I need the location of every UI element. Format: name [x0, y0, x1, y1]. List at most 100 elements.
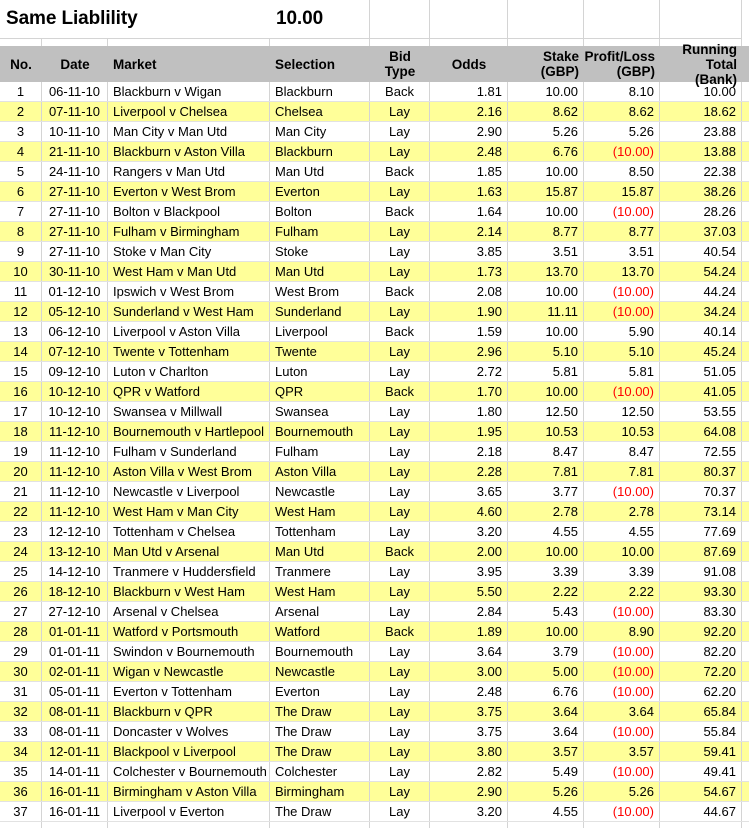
cell-odds[interactable]: 2.84 [430, 602, 508, 621]
cell-market[interactable]: Blackburn v QPR [108, 702, 270, 721]
table-row[interactable]: 18 11-12-10 Bournemouth v Hartlepool Bourne… [0, 422, 749, 442]
cell-stake[interactable]: 10.00 [508, 622, 584, 641]
cell-bid-type[interactable]: Back [370, 82, 430, 101]
cell-no[interactable]: 6 [0, 182, 42, 201]
cell-profit-loss[interactable]: 8.90 [584, 622, 660, 641]
cell-selection[interactable]: West Brom [270, 282, 370, 301]
cell-running-total[interactable]: 83.30 [660, 602, 742, 621]
cell-running-total[interactable]: 93.30 [660, 582, 742, 601]
cell-date[interactable]: 27-11-10 [42, 242, 108, 261]
cell-running-total[interactable]: 54.24 [660, 262, 742, 281]
cell-running-total[interactable]: 91.08 [660, 562, 742, 581]
cell-running-total[interactable]: 62.20 [660, 682, 742, 701]
cell-running-total[interactable]: 28.26 [660, 202, 742, 221]
cell-odds[interactable]: 2.96 [430, 342, 508, 361]
cell-no[interactable]: 16 [0, 382, 42, 401]
cell-date[interactable]: 10-11-10 [42, 122, 108, 141]
cell-bid-type[interactable]: Lay [370, 662, 430, 681]
cell-bid-type[interactable]: Back [370, 322, 430, 341]
cell-date[interactable]: 08-01-11 [42, 702, 108, 721]
table-row[interactable]: 17 10-12-10 Swansea v Millwall Swansea Lay 1.… [0, 402, 749, 422]
cell-profit-loss[interactable]: 15.87 [584, 182, 660, 201]
cell-odds[interactable]: 4.60 [430, 502, 508, 521]
cell-bid-type[interactable]: Lay [370, 682, 430, 701]
cell-running-total[interactable]: 73.14 [660, 502, 742, 521]
cell-profit-loss[interactable]: 5.26 [584, 782, 660, 801]
cell-bid-type[interactable]: Lay [370, 342, 430, 361]
cell-stake[interactable]: 8.62 [508, 102, 584, 121]
cell-stake[interactable]: 10.00 [508, 282, 584, 301]
cell-stake[interactable]: 5.26 [508, 122, 584, 141]
table-row[interactable]: 2 07-11-10 Liverpool v Chelsea Chelsea Lay 2.… [0, 102, 749, 122]
cell-selection[interactable]: Newcastle [270, 662, 370, 681]
cell-bid-type[interactable]: Back [370, 382, 430, 401]
cell-selection[interactable]: Twente [270, 342, 370, 361]
cell-no[interactable]: 1 [0, 82, 42, 101]
cell-odds[interactable]: 1.81 [430, 82, 508, 101]
cell-market[interactable]: Doncaster v Wolves [108, 722, 270, 741]
cell-running-total[interactable]: 80.37 [660, 462, 742, 481]
cell-profit-loss[interactable]: 4.55 [584, 522, 660, 541]
cell-date[interactable]: 13-12-10 [42, 542, 108, 561]
cell-selection[interactable]: Stoke [270, 242, 370, 261]
cell-selection[interactable]: The Draw [270, 702, 370, 721]
table-row[interactable]: 23 12-12-10 Tottenham v Chelsea Tottenham La… [0, 522, 749, 542]
cell-selection[interactable]: Man City [270, 122, 370, 141]
cell-market[interactable]: Swansea v Millwall [108, 402, 270, 421]
cell-no[interactable]: 7 [0, 202, 42, 221]
cell-profit-loss[interactable]: (10.00) [584, 642, 660, 661]
cell-odds[interactable]: 1.59 [430, 322, 508, 341]
column-header-date[interactable]: Date [60, 56, 90, 72]
cell-no[interactable]: 17 [0, 402, 42, 421]
column-header-no[interactable]: No. [10, 56, 32, 72]
cell-running-total[interactable]: 64.08 [660, 422, 742, 441]
cell-profit-loss[interactable]: (10.00) [584, 302, 660, 321]
column-header-bid-type[interactable]: Bid Type [370, 46, 430, 82]
cell-selection[interactable]: The Draw [270, 802, 370, 821]
cell-date[interactable]: 09-12-10 [42, 362, 108, 381]
cell-selection[interactable]: Liverpool [270, 322, 370, 341]
cell-profit-loss[interactable]: (10.00) [584, 282, 660, 301]
table-row[interactable]: 6 27-11-10 Everton v West Brom Everton Lay 1.… [0, 182, 749, 202]
table-row[interactable]: 26 18-12-10 Blackburn v West Ham West Ham La… [0, 582, 749, 602]
cell-date[interactable]: 27-11-10 [42, 202, 108, 221]
cell-stake[interactable]: 8.47 [508, 442, 584, 461]
cell-bid-type[interactable]: Lay [370, 122, 430, 141]
cell-stake[interactable]: 5.49 [508, 762, 584, 781]
cell-profit-loss[interactable]: 8.10 [584, 82, 660, 101]
cell-selection[interactable]: Fulham [270, 442, 370, 461]
cell-date[interactable]: 14-12-10 [42, 562, 108, 581]
cell-no[interactable]: 27 [0, 602, 42, 621]
table-row[interactable]: 16 10-12-10 QPR v Watford QPR Back 1.70 10.00(… [0, 382, 749, 402]
cell-running-total[interactable]: 65.84 [660, 702, 742, 721]
table-row[interactable]: 22 11-12-10 West Ham v Man City West Ham Lay… [0, 502, 749, 522]
cell-market[interactable]: Man City v Man Utd [108, 122, 270, 141]
cell-date[interactable]: 24-11-10 [42, 162, 108, 181]
cell-market[interactable]: Newcastle v Liverpool [108, 482, 270, 501]
cell-profit-loss[interactable]: 5.81 [584, 362, 660, 381]
cell-running-total[interactable]: 41.05 [660, 382, 742, 401]
cell-stake[interactable]: 5.00 [508, 662, 584, 681]
cell-stake[interactable]: 5.43 [508, 602, 584, 621]
cell-bid-type[interactable]: Lay [370, 602, 430, 621]
table-row[interactable]: 24 13-12-10 Man Utd v Arsenal Man Utd Back 2.… [0, 542, 749, 562]
cell-profit-loss[interactable]: (10.00) [584, 602, 660, 621]
cell-running-total[interactable]: 51.05 [660, 362, 742, 381]
cell-stake[interactable]: 7.81 [508, 462, 584, 481]
cell-bid-type[interactable]: Lay [370, 262, 430, 281]
table-row[interactable]: 31 05-01-11 Everton v Tottenham Everton Lay 2… [0, 682, 749, 702]
cell-stake[interactable]: 6.76 [508, 682, 584, 701]
cell-selection[interactable]: Sunderland [270, 302, 370, 321]
cell-no[interactable]: 30 [0, 662, 42, 681]
cell-selection[interactable]: Tranmere [270, 562, 370, 581]
table-row[interactable]: 4 21-11-10 Blackburn v Aston Villa Blackbur… [0, 142, 749, 162]
cell-no[interactable]: 4 [0, 142, 42, 161]
cell-date[interactable]: 12-01-11 [42, 742, 108, 761]
cell-running-total[interactable]: 13.88 [660, 142, 742, 161]
table-row[interactable]: 36 16-01-11 Birmingham v Aston Villa Birmin… [0, 782, 749, 802]
cell-profit-loss[interactable]: 5.26 [584, 122, 660, 141]
cell-selection[interactable]: The Draw [270, 742, 370, 761]
cell-date[interactable]: 05-01-11 [42, 682, 108, 701]
table-row[interactable]: 19 11-12-10 Fulham v Sunderland Fulham Lay 2.… [0, 442, 749, 462]
cell-bid-type[interactable]: Lay [370, 482, 430, 501]
